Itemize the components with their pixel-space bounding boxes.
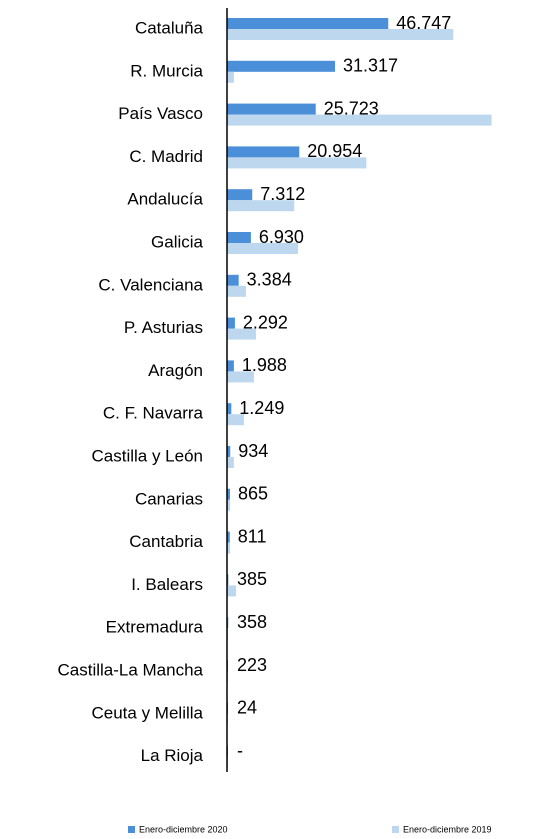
- value-label: 223: [237, 655, 267, 675]
- category-label: Canarias: [135, 489, 203, 508]
- bar: [227, 29, 454, 40]
- value-label: 934: [238, 441, 268, 461]
- category-label: P. Asturias: [124, 318, 203, 337]
- legend-label: Enero-diciembre 2020: [139, 824, 228, 834]
- value-label: 2.292: [243, 312, 288, 332]
- category-label: Cantabria: [129, 532, 203, 551]
- bar: [227, 18, 389, 29]
- category-label: Castilla y León: [91, 446, 203, 465]
- value-label: 25.723: [324, 98, 379, 118]
- category-label: Cataluña: [135, 18, 204, 37]
- value-label: -: [237, 740, 243, 760]
- bar: [227, 457, 234, 468]
- value-label: 20.954: [307, 141, 362, 161]
- category-label: I. Balears: [131, 575, 203, 594]
- category-label: C. Valenciana: [98, 275, 203, 294]
- bar: [227, 360, 234, 372]
- value-label: 1.249: [239, 398, 284, 418]
- category-label: Extremadura: [106, 618, 204, 637]
- value-label: 24: [237, 698, 257, 718]
- value-label: 3.384: [247, 270, 292, 290]
- bar: [227, 403, 232, 415]
- bar: [227, 285, 246, 297]
- bar: [227, 274, 239, 286]
- bar: [227, 531, 230, 543]
- value-label: 358: [237, 612, 267, 632]
- category-label: Ceuta y Melilla: [92, 703, 204, 722]
- bar: [227, 446, 231, 457]
- value-label: 6.930: [259, 227, 304, 247]
- bar: [227, 414, 244, 426]
- bar: [227, 488, 230, 500]
- category-label: Andalucía: [127, 190, 203, 209]
- category-label: R. Murcia: [130, 61, 203, 80]
- bar: [227, 232, 251, 243]
- bar: [227, 328, 256, 340]
- bar: [227, 157, 367, 169]
- category-label: Aragón: [148, 361, 203, 380]
- bar: [227, 542, 231, 554]
- bar: [227, 146, 300, 158]
- category-label: C. Madrid: [129, 147, 203, 166]
- category-label: Castilla-La Mancha: [57, 660, 203, 679]
- bar: [227, 103, 316, 115]
- bar: [227, 371, 254, 383]
- bar: [227, 71, 234, 83]
- bar: [227, 60, 336, 72]
- value-label: 7.312: [260, 184, 305, 204]
- category-label: Galicia: [151, 232, 204, 251]
- legend-swatch: [128, 826, 135, 833]
- legend-swatch: [392, 826, 399, 833]
- value-label: 46.747: [396, 13, 451, 33]
- category-label: C. F. Navarra: [103, 404, 204, 423]
- bar: [227, 499, 231, 511]
- bar: [227, 585, 236, 597]
- bar: [227, 317, 235, 329]
- value-label: 1.988: [242, 355, 287, 375]
- legend-label: Enero-diciembre 2019: [403, 824, 492, 834]
- bar: [227, 189, 253, 201]
- category-label: La Rioja: [141, 746, 204, 765]
- value-label: 31.317: [343, 56, 398, 76]
- bar: [227, 200, 295, 212]
- bar: [227, 114, 492, 126]
- value-label: 811: [238, 526, 267, 546]
- value-label: 385: [237, 569, 267, 589]
- bar: [227, 243, 299, 254]
- value-label: 865: [238, 484, 268, 504]
- category-label: País Vasco: [118, 104, 203, 123]
